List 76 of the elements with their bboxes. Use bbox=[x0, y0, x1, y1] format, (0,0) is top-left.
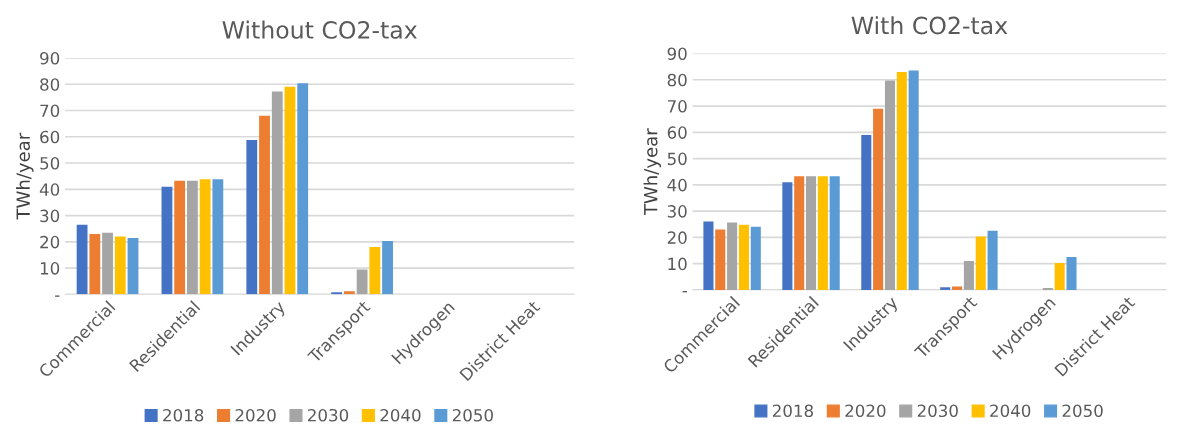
bar bbox=[89, 233, 101, 295]
legend-label: 2030 bbox=[308, 408, 349, 422]
bar bbox=[246, 139, 258, 295]
bar bbox=[817, 176, 828, 290]
bar bbox=[369, 247, 381, 295]
y-tick-label: 10 bbox=[668, 257, 687, 271]
y-tick-label: 40 bbox=[39, 183, 60, 196]
bar bbox=[199, 179, 211, 295]
y-tick-label: - bbox=[55, 295, 60, 297]
bar bbox=[829, 176, 840, 290]
y-tick-label: - bbox=[682, 291, 687, 293]
legend-label: 2040 bbox=[990, 404, 1031, 418]
y-tick-label: 10 bbox=[40, 262, 60, 275]
bar bbox=[382, 241, 393, 295]
y-axis-title: TWh/year bbox=[16, 132, 34, 220]
bar bbox=[331, 292, 343, 295]
y-tick-label: 40 bbox=[667, 178, 687, 192]
y-tick-label: 50 bbox=[40, 157, 60, 170]
bar bbox=[161, 186, 173, 295]
bar bbox=[873, 108, 884, 290]
bar bbox=[284, 86, 296, 295]
chart-title: With CO2-tax bbox=[851, 16, 1008, 35]
bar bbox=[271, 91, 283, 295]
bar bbox=[727, 222, 738, 290]
y-tick-label: 80 bbox=[667, 73, 687, 87]
y-tick-label: 80 bbox=[40, 78, 60, 91]
y-tick-label: 90 bbox=[40, 51, 60, 65]
bar bbox=[259, 115, 270, 295]
legend-label: 2050 bbox=[1062, 404, 1103, 418]
bar bbox=[114, 236, 126, 295]
bar bbox=[186, 180, 198, 295]
bar bbox=[952, 286, 963, 290]
legend-label: 2040 bbox=[380, 408, 421, 422]
y-tick-label: 60 bbox=[40, 130, 60, 144]
bar bbox=[356, 269, 368, 295]
bar bbox=[297, 83, 309, 295]
bar bbox=[343, 291, 355, 295]
legend-label: 2030 bbox=[917, 404, 958, 418]
bar bbox=[987, 230, 998, 290]
bar bbox=[212, 179, 224, 295]
bar bbox=[861, 134, 872, 290]
legend-label: 2018 bbox=[772, 404, 814, 418]
bar bbox=[76, 224, 88, 295]
bar bbox=[794, 176, 805, 290]
bar bbox=[738, 224, 749, 290]
y-tick-label: 90 bbox=[667, 47, 687, 61]
bar bbox=[940, 287, 951, 290]
y-tick-label: 70 bbox=[667, 100, 687, 113]
bar bbox=[127, 237, 139, 295]
legend-label: 2020 bbox=[845, 404, 886, 418]
bar bbox=[806, 176, 817, 290]
bar bbox=[896, 71, 907, 290]
bar bbox=[1054, 263, 1065, 290]
bar bbox=[884, 80, 896, 290]
bar bbox=[715, 229, 726, 290]
y-tick-label: 20 bbox=[667, 231, 687, 244]
bar bbox=[174, 180, 186, 295]
bar bbox=[102, 232, 113, 295]
bar bbox=[975, 236, 986, 290]
y-tick-label: 30 bbox=[40, 209, 60, 223]
bar bbox=[908, 70, 919, 290]
legend-label: 2018 bbox=[163, 408, 204, 422]
y-tick-label: 30 bbox=[667, 205, 687, 218]
y-tick-label: 60 bbox=[667, 126, 687, 139]
bar bbox=[963, 261, 974, 290]
y-tick-label: 70 bbox=[40, 104, 60, 118]
y-tick-label: 20 bbox=[40, 235, 60, 249]
legend-label: 2020 bbox=[235, 408, 276, 422]
bar bbox=[1066, 257, 1077, 290]
y-axis-title: TWh/year bbox=[643, 128, 662, 216]
y-tick-label: 50 bbox=[667, 152, 687, 166]
chart-title: Without CO2-tax bbox=[222, 20, 417, 39]
bar bbox=[703, 221, 714, 290]
bar bbox=[750, 226, 761, 290]
legend-label: 2050 bbox=[452, 408, 493, 422]
bar bbox=[782, 182, 793, 290]
